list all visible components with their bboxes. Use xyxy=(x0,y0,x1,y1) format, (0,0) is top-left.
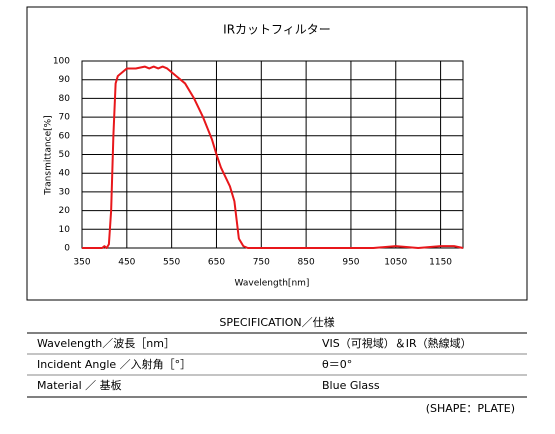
spec-cell: Wavelength／波長［nm］ xyxy=(37,337,175,350)
spec-title: SPECIFICATION／仕様 xyxy=(219,315,334,329)
x-axis-label: Wavelength[nm] xyxy=(235,279,310,289)
x-tick-label: 650 xyxy=(208,258,225,268)
spec-cell: Material ／ 基板 xyxy=(37,378,122,392)
x-tick-label: 1050 xyxy=(384,258,407,268)
transmittance-line xyxy=(82,65,464,249)
spec-cell: VIS（可視域）＆IR（熱線域） xyxy=(322,336,472,350)
spec-cell: θ＝0° xyxy=(322,358,352,371)
y-tick-label: 10 xyxy=(59,225,71,235)
y-tick-label: 30 xyxy=(59,187,71,197)
chart-title: IRカットフィルター xyxy=(223,23,331,37)
spec-note: (SHAPE：PLATE) xyxy=(426,402,515,415)
y-tick-label: 100 xyxy=(53,57,70,67)
x-tick-label: 350 xyxy=(73,258,90,268)
y-tick-label: 40 xyxy=(59,169,71,179)
y-axis-label: Transmittance[%] xyxy=(44,115,54,195)
spec-cell: Incident Angle ／入射角［°］ xyxy=(37,357,191,371)
chart-frame xyxy=(26,6,528,301)
x-tick-label: 950 xyxy=(342,258,359,268)
y-tick-label: 20 xyxy=(59,206,71,216)
y-tick-label: 80 xyxy=(59,94,71,104)
x-tick-label: 1150 xyxy=(429,258,452,268)
y-tick-label: 50 xyxy=(59,150,71,160)
x-tick-label: 550 xyxy=(163,258,180,268)
y-tick-label: 90 xyxy=(59,75,71,85)
spec-cell: Blue Glass xyxy=(322,379,380,392)
y-tick-label: 0 xyxy=(64,244,70,254)
x-tick-label: 450 xyxy=(118,258,135,268)
y-tick-label: 60 xyxy=(59,131,71,141)
y-tick-label: 70 xyxy=(59,113,71,123)
x-tick-label: 850 xyxy=(298,258,315,268)
x-tick-label: 750 xyxy=(253,258,270,268)
